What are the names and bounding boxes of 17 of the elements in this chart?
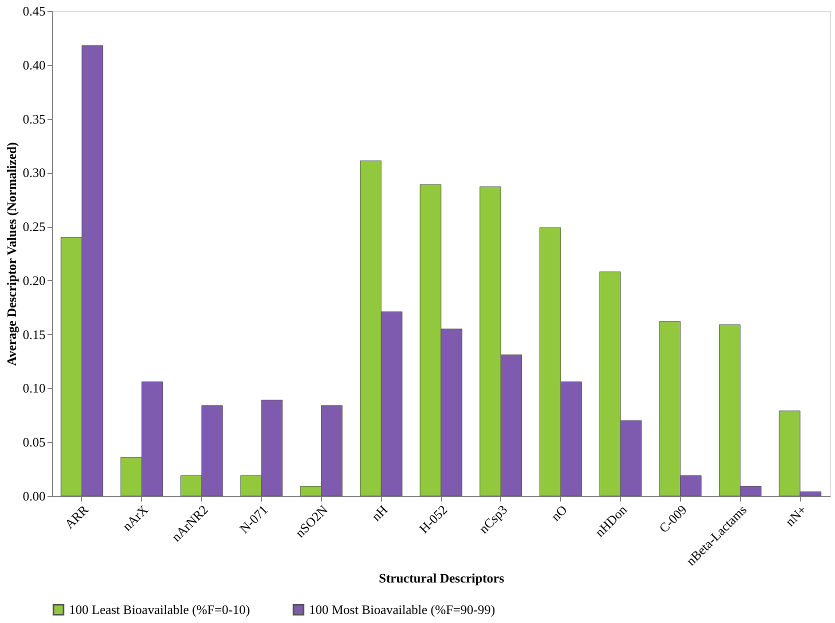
y-tick-label: 0.45 bbox=[22, 4, 46, 18]
x-tick-label: nN+ bbox=[782, 502, 810, 530]
y-tick-label: 0.30 bbox=[22, 165, 46, 180]
y-tick-label: 0.20 bbox=[22, 272, 46, 288]
y-axis-title: Average Descriptor Values (Normalized) bbox=[4, 142, 19, 366]
x-tick-label: nO bbox=[548, 502, 570, 524]
y-tick-label: 0.40 bbox=[22, 57, 46, 72]
y-tick-label: 0.05 bbox=[22, 434, 46, 450]
y-tick-label: 0.00 bbox=[22, 488, 46, 504]
x-tick-label: nH bbox=[368, 502, 390, 524]
y-tick-label: 0.35 bbox=[22, 111, 46, 126]
y-tick-label: 0.25 bbox=[22, 219, 46, 234]
y-tick-label: 0.15 bbox=[22, 326, 46, 342]
legend-label: 100 Least Bioavailable (%F=0-10) bbox=[69, 602, 250, 617]
legend-label: 100 Most Bioavailable (%F=90-99) bbox=[309, 602, 496, 617]
x-axis-title: Structural Descriptors bbox=[378, 570, 504, 586]
y-tick-label: 0.10 bbox=[22, 380, 46, 396]
